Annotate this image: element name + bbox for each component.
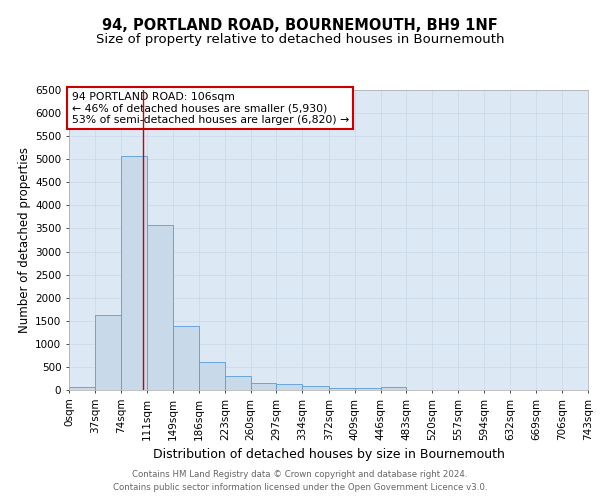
Text: Contains HM Land Registry data © Crown copyright and database right 2024.: Contains HM Land Registry data © Crown c… — [132, 470, 468, 479]
Text: Size of property relative to detached houses in Bournemouth: Size of property relative to detached ho… — [96, 32, 504, 46]
Bar — [199, 362, 225, 390]
Bar — [146, 225, 173, 390]
Bar — [277, 384, 302, 390]
Y-axis label: Number of detached properties: Number of detached properties — [18, 147, 31, 333]
Bar — [302, 386, 329, 390]
Text: 94 PORTLAND ROAD: 106sqm
← 46% of detached houses are smaller (5,930)
53% of sem: 94 PORTLAND ROAD: 106sqm ← 46% of detach… — [71, 92, 349, 124]
X-axis label: Distribution of detached houses by size in Bournemouth: Distribution of detached houses by size … — [152, 448, 505, 461]
Bar — [69, 386, 95, 390]
Bar — [329, 388, 355, 390]
Bar — [251, 383, 277, 390]
Text: 94, PORTLAND ROAD, BOURNEMOUTH, BH9 1NF: 94, PORTLAND ROAD, BOURNEMOUTH, BH9 1NF — [102, 18, 498, 32]
Bar — [95, 315, 121, 390]
Bar — [355, 388, 380, 390]
Text: Contains public sector information licensed under the Open Government Licence v3: Contains public sector information licen… — [113, 484, 487, 492]
Bar — [121, 156, 146, 390]
Bar — [173, 326, 199, 390]
Bar — [380, 387, 406, 390]
Bar — [225, 376, 251, 390]
